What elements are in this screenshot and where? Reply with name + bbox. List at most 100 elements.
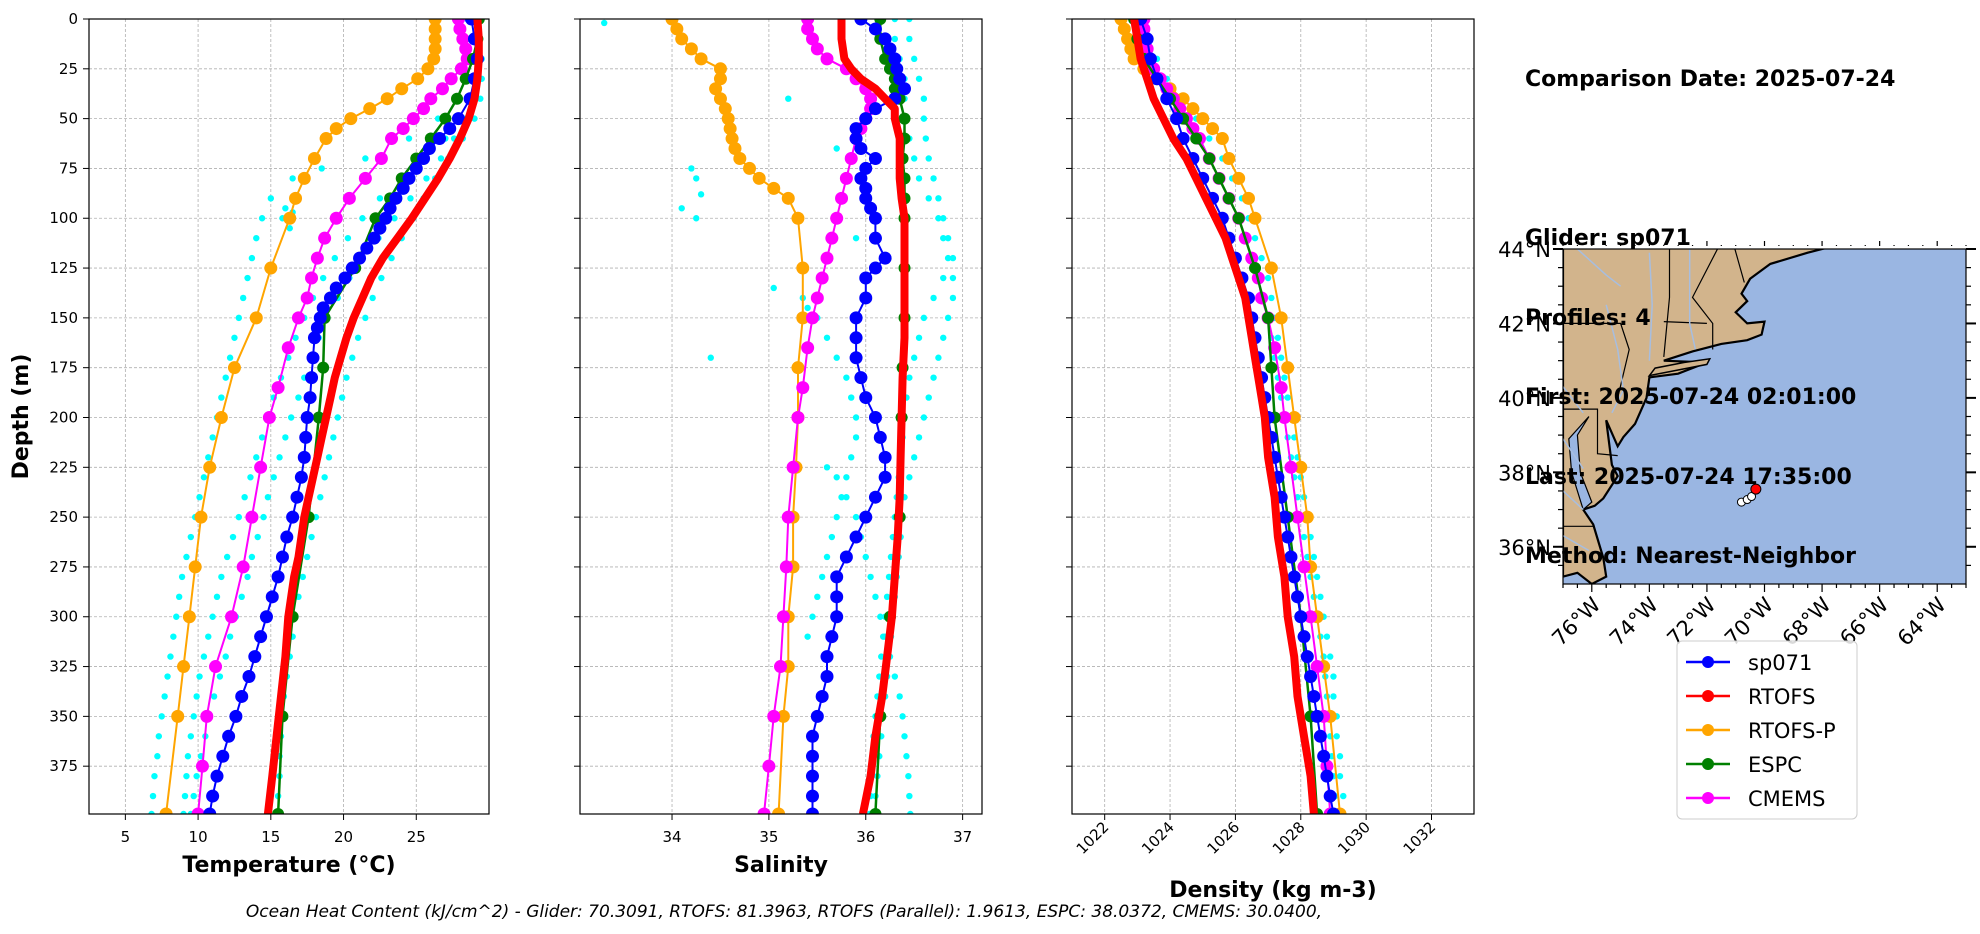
profile-point bbox=[906, 19, 913, 23]
series-marker-sp071 bbox=[859, 112, 873, 126]
series-marker-sp071 bbox=[830, 570, 844, 584]
series-marker-rtofs-p bbox=[1248, 211, 1262, 225]
series-marker-rtofs-p bbox=[1300, 510, 1314, 524]
series-marker-sp071 bbox=[305, 371, 319, 385]
series-marker-rtofs-p bbox=[791, 211, 805, 225]
profile-point bbox=[183, 772, 190, 780]
series-marker-rtofs-p bbox=[428, 32, 442, 46]
series-marker-cmems bbox=[805, 311, 819, 325]
profile-point bbox=[388, 254, 395, 262]
legend-item: CMEMS bbox=[1686, 787, 1826, 811]
profile-point bbox=[922, 135, 930, 142]
series-marker-cmems bbox=[1186, 122, 1200, 136]
profile-point bbox=[235, 314, 243, 322]
series-marker-sp071 bbox=[286, 510, 300, 524]
y-tick-label: 150 bbox=[49, 309, 78, 327]
series-marker-sp071 bbox=[206, 789, 220, 803]
series-marker-cmems bbox=[1291, 510, 1305, 524]
profile-count: Profiles: 4 bbox=[1525, 305, 1651, 331]
profile-point bbox=[907, 810, 914, 814]
y-tick-label: 0 bbox=[68, 10, 78, 28]
series-marker-sp071 bbox=[297, 450, 311, 464]
profile-point bbox=[940, 215, 947, 222]
series-marker-cmems bbox=[374, 151, 388, 165]
profile-point bbox=[906, 35, 913, 43]
series-marker-sp071 bbox=[222, 729, 236, 743]
profile-point bbox=[282, 205, 289, 212]
series-marker-espc bbox=[451, 92, 463, 105]
profile-point bbox=[287, 414, 295, 421]
profile-point bbox=[205, 633, 212, 640]
latitude-label: 44°N bbox=[1498, 238, 1551, 262]
profile-point bbox=[848, 394, 855, 401]
series-marker-cmems bbox=[200, 709, 214, 723]
legend-marker bbox=[1702, 758, 1714, 770]
series-marker-cmems bbox=[839, 171, 853, 185]
series-marker-sp071 bbox=[271, 570, 285, 584]
series-marker-sp071 bbox=[310, 321, 324, 335]
profile-point bbox=[330, 434, 337, 441]
profile-point bbox=[325, 454, 333, 461]
series-marker-sp071 bbox=[329, 281, 343, 295]
profile-point bbox=[843, 374, 850, 381]
profile-point bbox=[1310, 553, 1318, 561]
series-marker-cmems bbox=[271, 381, 285, 395]
series-marker-rtofs-p bbox=[194, 510, 208, 524]
profile-point bbox=[905, 772, 912, 780]
series-marker-sp071 bbox=[203, 807, 217, 814]
profile-point bbox=[930, 294, 937, 302]
series-marker-cmems bbox=[810, 42, 824, 56]
series-line-rtofs bbox=[837, 19, 909, 814]
series-marker-rtofs-p bbox=[1206, 122, 1220, 136]
series-marker-cmems bbox=[864, 92, 878, 106]
profile-point bbox=[193, 772, 200, 780]
profile-point bbox=[154, 753, 161, 760]
info-block: Comparison Date: 2025-07-24 Glider: sp07… bbox=[1525, 14, 1895, 597]
legend-marker bbox=[1702, 690, 1714, 702]
profile-point bbox=[267, 195, 275, 202]
profile-point bbox=[164, 673, 171, 680]
series-marker-sp071 bbox=[1281, 530, 1295, 544]
profile-point bbox=[1336, 772, 1344, 780]
profile-point bbox=[190, 792, 197, 800]
series-marker-sp071 bbox=[383, 201, 397, 215]
legend-label: RTOFS bbox=[1748, 685, 1815, 709]
profile-point bbox=[161, 693, 168, 700]
series-marker-sp071 bbox=[396, 181, 410, 195]
series-marker-sp071 bbox=[275, 550, 289, 564]
series-marker-cmems bbox=[844, 151, 858, 165]
x-tick-label: 10 bbox=[189, 828, 208, 846]
profile-point bbox=[848, 454, 855, 461]
x-axis-label: Density (kg m-3) bbox=[1169, 878, 1377, 903]
series-marker-cmems bbox=[1173, 102, 1187, 116]
profile-point bbox=[1251, 234, 1259, 242]
profile-point bbox=[1274, 334, 1282, 341]
profile-point bbox=[809, 613, 816, 620]
profile-point bbox=[343, 374, 350, 381]
profile-point bbox=[158, 713, 165, 720]
profile-point bbox=[222, 374, 229, 381]
profile-point bbox=[930, 374, 937, 381]
series-marker-rtofs-p bbox=[1241, 191, 1255, 205]
series-marker-cmems bbox=[281, 341, 295, 355]
state-border bbox=[1663, 249, 1671, 357]
profile-point bbox=[901, 733, 908, 740]
series-marker-cmems bbox=[225, 610, 239, 624]
profile-point bbox=[264, 493, 272, 501]
series-marker-sp071 bbox=[830, 590, 844, 604]
series-marker-cmems bbox=[801, 341, 815, 355]
series-marker-rtofs-p bbox=[723, 122, 737, 136]
series-marker-espc bbox=[1265, 361, 1278, 374]
profile-point bbox=[891, 35, 899, 43]
profile-point bbox=[247, 474, 254, 481]
profile-point bbox=[231, 334, 238, 341]
panel-1: 0 25 50 75 100 125 150 175 200 225 250 275 300 325 350… bbox=[9, 10, 490, 878]
series-marker-sp071 bbox=[290, 490, 304, 504]
profile-point bbox=[149, 792, 157, 800]
series-marker-sp071 bbox=[868, 211, 882, 225]
profile-point bbox=[1330, 693, 1337, 700]
series-marker-sp071 bbox=[1323, 789, 1337, 803]
series-marker-cmems bbox=[291, 311, 305, 325]
profile-point bbox=[235, 513, 243, 521]
series-marker-sp071 bbox=[265, 590, 279, 604]
